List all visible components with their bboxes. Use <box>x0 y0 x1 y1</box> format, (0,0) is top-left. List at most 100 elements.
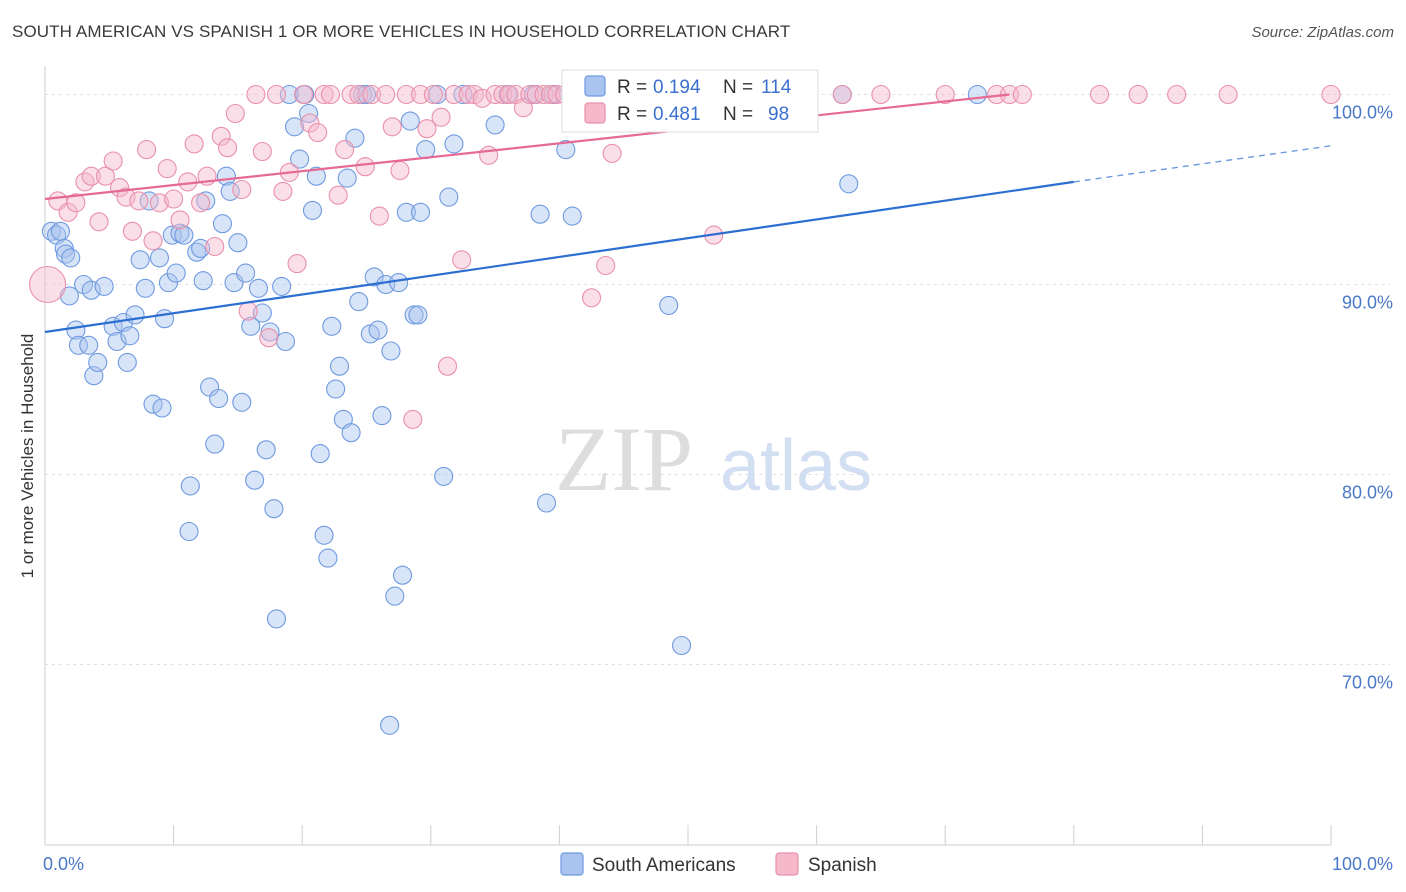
south-americans-point <box>672 635 692 656</box>
spanish-point <box>499 84 519 105</box>
legend-r-label-blue: R = <box>617 77 647 98</box>
south-americans-point <box>392 565 413 585</box>
spanish-point <box>81 166 101 186</box>
spanish-point <box>58 202 78 222</box>
spanish-point <box>355 157 375 177</box>
south-americans-point <box>322 316 342 336</box>
south-americans-point <box>314 525 334 545</box>
south-americans-point <box>275 331 296 352</box>
south-americans-point <box>125 305 145 325</box>
spanish-point <box>300 113 320 133</box>
spanish-point <box>232 179 252 200</box>
south-americans-point <box>556 140 576 160</box>
south-americans-point <box>228 233 248 253</box>
grid-lines <box>45 94 1390 665</box>
y-tick-label-2: 80.0% <box>1342 483 1393 503</box>
watermark-atlas-text: atlas <box>720 426 872 506</box>
south-americans-point <box>107 331 127 352</box>
south-americans-points <box>41 84 987 735</box>
spanish-point <box>170 210 190 230</box>
spanish-point <box>458 84 478 105</box>
legend-n-value-blue: 114 <box>761 77 792 98</box>
south-americans-point <box>245 470 265 490</box>
trend-lines <box>44 93 1332 334</box>
spanish-point <box>95 166 115 186</box>
legend-r-label-pink: R = <box>617 104 647 125</box>
south-americans-point <box>120 326 140 346</box>
south-americans-point <box>356 84 377 105</box>
south-americans-point <box>299 103 319 124</box>
south-americans-point <box>326 379 346 399</box>
south-americans-point <box>380 715 400 735</box>
south-americans-point <box>349 292 369 312</box>
spanish-point <box>252 141 272 162</box>
south-americans-point <box>252 303 272 323</box>
south-americans-point <box>256 440 276 460</box>
spanish-point <box>390 160 410 181</box>
south-americans-point <box>248 278 269 298</box>
south-americans-point <box>155 309 175 329</box>
x-tick-label-0: 0.0% <box>43 854 84 874</box>
x-tick-label-1: 100.0% <box>1332 854 1393 874</box>
south-americans-point <box>187 242 207 262</box>
south-americans-point <box>967 84 987 105</box>
legend-r-value-blue: 0.194 <box>653 77 701 98</box>
south-americans-point <box>193 271 213 291</box>
spanish-point <box>293 84 314 105</box>
watermark-zip-text: ZIP <box>555 408 693 510</box>
series-legend-swatch-blue <box>560 852 584 876</box>
spanish-point <box>526 84 546 105</box>
south-americans-point <box>68 335 88 355</box>
south-americans-point <box>372 406 392 426</box>
south-americans-point <box>191 238 211 258</box>
spanish-point <box>1128 84 1148 105</box>
south-americans-point <box>416 140 436 160</box>
spanish-trend-line <box>44 93 1010 201</box>
south-americans-point <box>117 352 137 372</box>
south-americans-point <box>318 548 338 568</box>
spanish-point <box>259 328 279 348</box>
legend-swatch-blue <box>584 75 606 97</box>
spanish-point <box>89 212 109 232</box>
spanish-point <box>341 84 361 105</box>
source-label: Source: ZipAtlas.com <box>1251 24 1394 41</box>
spanish-point <box>266 84 287 105</box>
spanish-point <box>444 84 464 105</box>
spanish-point <box>437 356 458 376</box>
legend-swatch-pink <box>584 102 606 124</box>
spanish-point <box>205 236 225 257</box>
south-americans-point <box>329 356 350 376</box>
spanish-point <box>871 84 891 105</box>
spanish-point <box>540 84 560 105</box>
chart-title: SOUTH AMERICAN VS SPANISH 1 OR MORE VEHI… <box>12 22 791 41</box>
spanish-point <box>137 140 157 160</box>
legend-n-label-blue: N = <box>723 77 753 98</box>
spanish-point <box>29 265 67 304</box>
spanish-point <box>66 193 86 213</box>
spanish-point <box>832 84 852 105</box>
south-americans-point <box>166 263 186 283</box>
south-americans-point <box>368 320 388 340</box>
south-americans-point <box>205 434 225 454</box>
south-americans-point <box>410 202 431 222</box>
zipatlas-watermark: ZIP atlas <box>555 408 872 510</box>
spanish-point <box>376 84 396 105</box>
spanish-point <box>485 84 505 105</box>
spanish-point <box>1089 84 1110 105</box>
south-americans-point <box>61 248 81 268</box>
south-americans-point <box>149 248 170 268</box>
south-americans-point <box>56 244 76 264</box>
spanish-point <box>218 138 238 158</box>
spanish-point <box>602 143 622 163</box>
legend-n-label-pink: N = <box>723 104 753 125</box>
south-americans-point <box>241 316 261 336</box>
series-legend-south-americans: South Americans <box>592 855 736 876</box>
spanish-point <box>520 84 540 105</box>
south-americans-point <box>54 238 74 258</box>
south-americans-point <box>439 187 459 207</box>
south-americans-point <box>130 250 150 270</box>
south-americans-point <box>364 267 384 287</box>
south-americans-point <box>290 149 310 169</box>
south-americans-point <box>302 200 323 220</box>
spanish-point <box>935 84 955 105</box>
